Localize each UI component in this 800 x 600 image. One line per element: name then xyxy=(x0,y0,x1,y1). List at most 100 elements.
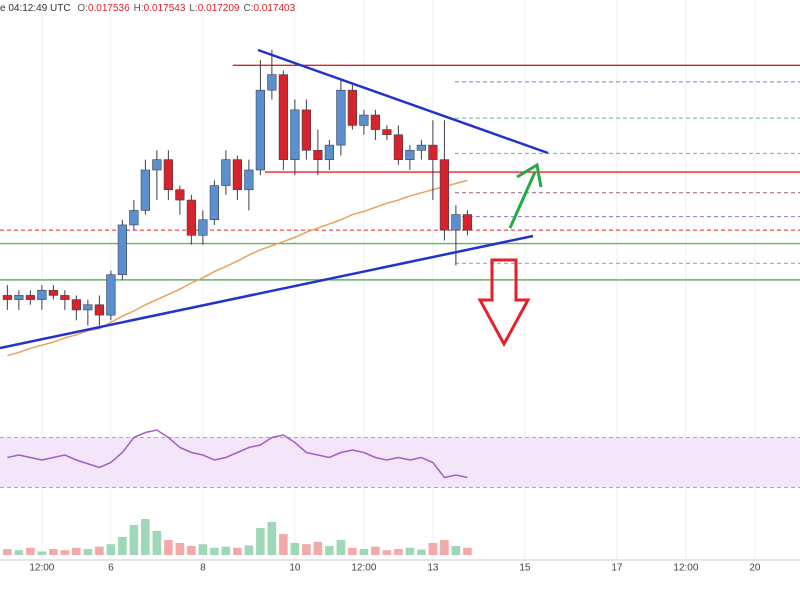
candle-body xyxy=(71,299,81,311)
candle-body xyxy=(186,199,196,236)
volume-bar xyxy=(118,537,127,555)
volume-bar xyxy=(152,531,162,555)
x-tick-label: 6 xyxy=(108,563,114,574)
rsi-background xyxy=(0,437,800,488)
candle-body xyxy=(439,159,450,231)
x-tick-label: 13 xyxy=(427,563,439,574)
volume-bar xyxy=(256,528,265,555)
candle-body xyxy=(405,150,415,160)
ohlc-value: 0.017536 xyxy=(87,3,130,14)
volume-bar xyxy=(60,550,70,555)
trend-line xyxy=(257,48,549,155)
candle-body xyxy=(117,224,127,275)
volume-bar xyxy=(451,546,461,555)
volume-bar xyxy=(14,550,24,555)
candle-body xyxy=(83,304,93,311)
candle-body xyxy=(324,144,334,160)
down-arrow xyxy=(477,258,531,348)
candle-body xyxy=(416,144,427,151)
candle-body xyxy=(232,159,242,190)
volume-bar xyxy=(72,547,81,555)
volume-bar xyxy=(371,546,380,555)
candle-body xyxy=(198,219,208,236)
trend-line xyxy=(0,234,534,350)
volume-bar xyxy=(210,547,219,555)
candle-body xyxy=(175,189,185,201)
volume-bar xyxy=(428,543,438,555)
candle-body xyxy=(37,289,47,300)
header-time: e 04:12:49 UTC xyxy=(0,3,71,14)
candle-body xyxy=(313,150,323,160)
volume-bar xyxy=(83,549,93,555)
candle-body xyxy=(462,214,473,231)
up-arrow xyxy=(508,171,537,229)
x-tick-label: 17 xyxy=(611,563,623,574)
ohlc-value: 0.017209 xyxy=(197,3,240,14)
candle-body xyxy=(140,169,150,211)
candle-body xyxy=(244,169,254,190)
volume-bar xyxy=(49,549,58,555)
candle-body xyxy=(48,289,58,296)
x-tick-label: 12:00 xyxy=(673,563,698,574)
volume-bar xyxy=(417,549,426,555)
volume-bar xyxy=(302,544,311,555)
volume-bar xyxy=(129,525,139,555)
volume-bar xyxy=(187,546,196,555)
volume-bar xyxy=(290,543,300,555)
candle-body xyxy=(106,274,116,316)
candle-body xyxy=(290,109,300,160)
candle-body xyxy=(2,295,12,300)
moving-average xyxy=(7,179,468,357)
volume-bar xyxy=(336,540,346,555)
candle-body xyxy=(209,185,219,221)
volume-bar xyxy=(106,544,116,555)
volume-bar xyxy=(37,551,47,555)
rsi-line xyxy=(7,429,468,479)
volume-bar xyxy=(325,546,334,555)
volume-bar xyxy=(313,541,323,555)
candle-body xyxy=(336,89,346,146)
volume-bar xyxy=(244,545,254,555)
candle-body xyxy=(428,144,438,160)
volume-bar xyxy=(164,540,173,555)
ohlc-label: H: xyxy=(133,3,144,14)
candle-body xyxy=(278,74,288,160)
volume-bar xyxy=(348,547,357,555)
candle-body xyxy=(163,159,173,190)
ohlc-label: O: xyxy=(77,3,88,14)
ohlc-value: 0.017543 xyxy=(143,3,186,14)
volume-bar xyxy=(26,547,35,555)
candle-body xyxy=(94,304,104,316)
x-tick-label: 15 xyxy=(519,563,531,574)
candle-body xyxy=(359,114,369,126)
volume-bar xyxy=(141,519,150,555)
ohlc-header: e 04:12:49 UTC O:0.017536 H:0.017543 L:0.0… xyxy=(0,3,295,14)
candle-body xyxy=(393,134,404,160)
volume-bar xyxy=(267,522,277,555)
candle-body xyxy=(301,109,311,151)
candle-body xyxy=(451,214,461,231)
up-arrow-head xyxy=(516,162,543,188)
x-tick-label: 10 xyxy=(289,563,301,574)
ohlc-label: L: xyxy=(189,3,198,14)
volume-bar xyxy=(233,547,242,555)
volume-bar xyxy=(405,547,415,555)
x-tick-label: 20 xyxy=(749,563,761,574)
x-tick-label: 12:00 xyxy=(29,563,54,574)
x-tick-label: 8 xyxy=(200,563,206,574)
volume-bar xyxy=(382,550,392,555)
ohlc-value: 0.017403 xyxy=(253,3,296,14)
volume-bar xyxy=(279,534,288,555)
candle-body xyxy=(25,295,35,300)
candle-body xyxy=(267,74,277,91)
x-tick-label: 12:00 xyxy=(351,563,376,574)
volume-bar xyxy=(394,549,403,555)
volume-bar xyxy=(463,547,472,555)
candle-body xyxy=(129,210,139,226)
candle-body xyxy=(255,89,265,171)
candle-body xyxy=(347,89,357,126)
candle-body xyxy=(221,159,231,186)
annotations xyxy=(0,48,800,561)
